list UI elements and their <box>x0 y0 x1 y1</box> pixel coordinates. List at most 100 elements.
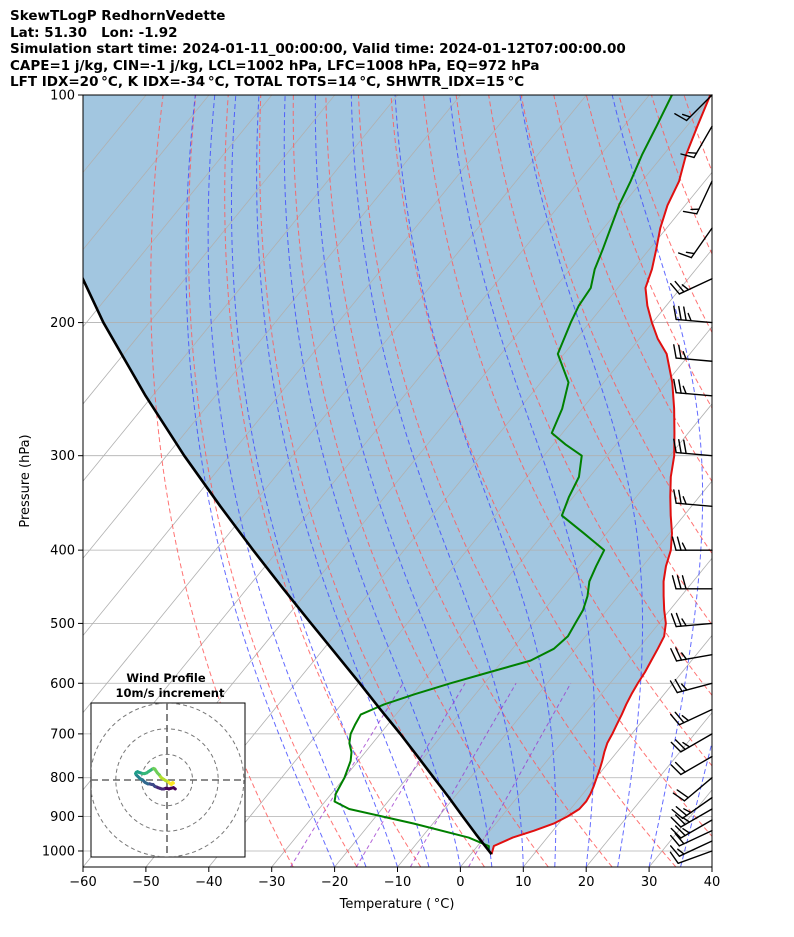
wind-barb <box>671 796 713 819</box>
moist-adiabat <box>185 95 336 867</box>
x-tick-label: 20 <box>578 875 595 890</box>
wind-barb <box>670 808 713 828</box>
isotherm-gridline <box>83 95 210 251</box>
x-tick-label: −10 <box>384 875 411 890</box>
dry-adiabat <box>292 95 549 867</box>
y-tick-label: 200 <box>50 316 75 331</box>
dry-adiabat <box>390 95 712 838</box>
dewpoint-line <box>333 95 673 852</box>
y-tick-label: 1000 <box>42 844 75 859</box>
moist-adiabat <box>350 95 524 867</box>
wind-barb <box>669 678 713 694</box>
isotherm-gridline <box>460 557 712 867</box>
x-tick-label: 10 <box>515 875 532 890</box>
y-tick-label: 300 <box>50 449 75 464</box>
moist-adiabat <box>230 95 398 867</box>
wind-barb <box>682 180 713 215</box>
moist-adiabat <box>711 865 712 867</box>
dry-adiabat <box>488 95 712 626</box>
wind-barb <box>671 575 713 590</box>
dry-adiabat <box>782 95 794 867</box>
dry-adiabat <box>150 95 294 867</box>
isotherm-gridline <box>83 95 524 637</box>
isotherm-gridline <box>334 403 712 867</box>
wind-barb <box>670 708 713 726</box>
y-axis-label: Pressure (hPa) <box>18 434 33 527</box>
wind-barb <box>673 344 713 362</box>
x-tick-label: −40 <box>195 875 222 890</box>
wind-barb <box>673 378 713 397</box>
isotherm-gridline <box>83 95 587 714</box>
isotherm-gridline <box>585 712 712 867</box>
wind-barb <box>673 305 713 324</box>
wind-barb <box>670 278 713 295</box>
wind-barb <box>673 438 713 457</box>
title-line-station: SkewTLogP RedhornVedette <box>10 8 226 24</box>
hodograph-trace <box>171 781 175 785</box>
wind-barb <box>670 612 713 628</box>
moist-adiabat <box>256 95 430 867</box>
isotherm-gridline <box>711 866 712 867</box>
wind-barb <box>670 755 713 776</box>
parcel-path-line <box>83 276 493 856</box>
wind-barb <box>670 647 713 662</box>
y-tick-label: 900 <box>50 810 75 825</box>
isotherm-gridline <box>83 95 84 96</box>
wind-barb <box>680 125 713 159</box>
moist-adiabat <box>207 95 367 867</box>
x-axis-label: Temperature ( °C) <box>339 897 455 912</box>
x-tick-label: −50 <box>132 875 159 890</box>
moist-adiabat <box>611 95 704 867</box>
isotherm-gridline <box>145 171 712 867</box>
isotherm-gridline <box>397 480 712 867</box>
isotherm-gridline <box>522 634 712 867</box>
title-line-location: Lat: 51.30 Lon: -1.92 <box>10 24 178 41</box>
title-block: SkewTLogP RedhornVedette Lat: 51.30 Lon:… <box>10 8 626 91</box>
wind-barb <box>674 94 713 122</box>
moist-adiabat <box>314 95 493 867</box>
wind-barb <box>669 850 713 864</box>
moist-adiabat <box>680 740 712 867</box>
wind-barb <box>672 777 713 802</box>
isotherm-gridline <box>83 95 336 405</box>
dry-adiabat <box>259 95 485 867</box>
wind-barb <box>673 489 713 508</box>
y-tick-label: 100 <box>50 89 75 104</box>
dry-adiabat <box>187 95 358 867</box>
isotherm-gridline <box>83 95 273 328</box>
title-line-indices: LFT IDX=20 °C, K IDX=-34 °C, TOTAL TOTS=… <box>10 74 525 90</box>
wind-barb <box>670 829 713 847</box>
mixing-ratio-line <box>355 683 466 867</box>
x-tick-label: 30 <box>641 875 658 890</box>
title-line-times: Simulation start time: 2024-01-11_00:00:… <box>10 41 626 57</box>
wind-barb <box>670 840 713 857</box>
wind-barb <box>670 819 713 839</box>
mixing-ratio-line <box>409 683 517 867</box>
y-tick-label: 400 <box>50 544 75 559</box>
wind-barb <box>671 536 713 551</box>
dry-adiabat <box>357 95 677 867</box>
dry-adiabat <box>717 95 794 867</box>
y-tick-label: 800 <box>50 771 75 786</box>
dry-adiabat <box>455 95 712 697</box>
title-line-cape: CAPE=1 j/kg, CIN=-1 j/kg, LCL=1002 hPa, … <box>10 57 540 74</box>
cin-shaded-area <box>83 95 711 854</box>
wind-barb <box>677 227 713 259</box>
moist-adiabat <box>283 95 461 867</box>
hodograph-subtitle: 10m/s increment <box>116 686 225 700</box>
dry-adiabat <box>749 95 794 867</box>
x-tick-label: 40 <box>704 875 721 890</box>
moist-adiabat <box>519 95 644 867</box>
isotherm-gridline <box>775 95 794 867</box>
moist-adiabat <box>394 95 557 867</box>
wind-barb <box>670 733 713 753</box>
y-tick-label: 600 <box>50 677 75 692</box>
isotherm-gridline <box>83 95 461 559</box>
isotherm-gridline <box>271 326 712 867</box>
hodograph <box>90 702 246 858</box>
x-tick-label: −60 <box>69 875 96 890</box>
y-tick-label: 700 <box>50 727 75 742</box>
dry-adiabat <box>650 95 712 256</box>
dry-adiabat <box>423 95 712 767</box>
